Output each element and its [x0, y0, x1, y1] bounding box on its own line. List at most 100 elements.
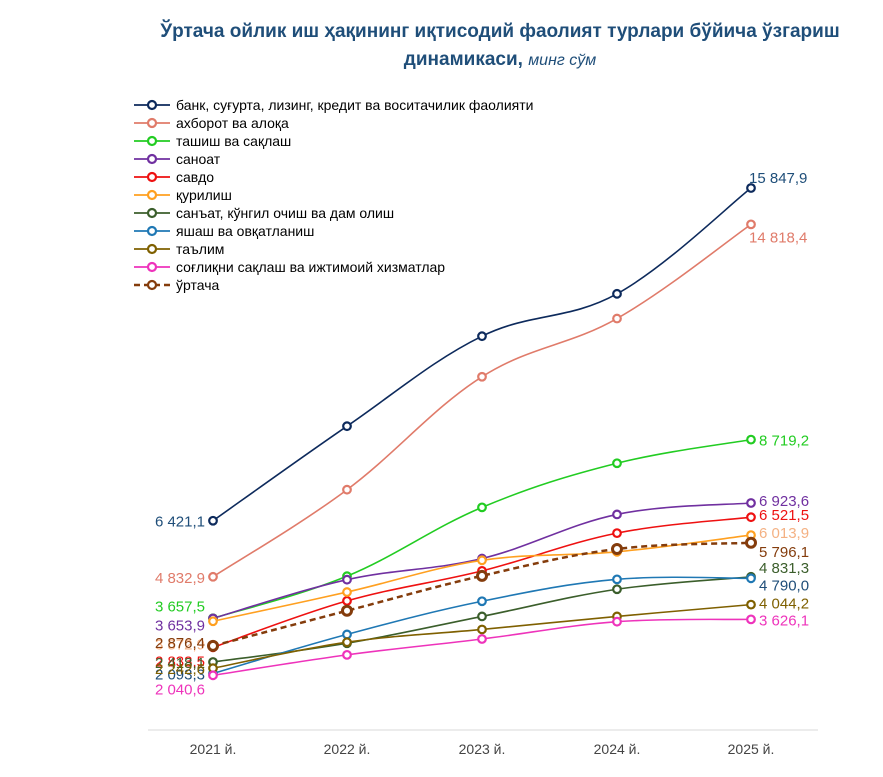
legend-label: қурилиш — [176, 187, 232, 203]
data-point-0-1 — [342, 421, 352, 432]
data-point-2-2 — [477, 502, 487, 513]
data-label-4-4: 6 521,5 — [759, 507, 809, 524]
legend-swatch — [134, 135, 170, 147]
data-point-9-1 — [342, 649, 352, 660]
series-markers — [207, 183, 757, 681]
data-point-9-0 — [208, 670, 218, 681]
legend-item: таълим — [132, 240, 533, 258]
data-label-2-4: 8 719,2 — [759, 433, 809, 450]
data-point-10-4 — [745, 536, 757, 549]
data-label-0-0: 6 421,1 — [155, 514, 205, 531]
data-point-7-3 — [612, 574, 622, 585]
data-point-7-4 — [746, 573, 756, 584]
data-point-6-3 — [612, 584, 622, 595]
data-point-2-4 — [746, 434, 756, 445]
legend-item: ўртача — [132, 276, 533, 294]
data-label-4-0: 2 833,5 — [155, 653, 205, 670]
data-point-3-1 — [342, 574, 352, 585]
x-axis-ticks: 2021 й. 2022 й. 2023 й. 2024 й. 2025 й. — [190, 741, 775, 757]
data-point-3-4 — [746, 498, 756, 508]
data-point-7-2 — [477, 596, 487, 607]
x-tick-label: 2021 й. — [190, 741, 237, 757]
data-label-6-0: 2 418,1 — [155, 655, 205, 672]
legend-swatch — [134, 207, 170, 219]
legend-label: таълим — [176, 241, 225, 257]
legend-swatch — [134, 153, 170, 165]
data-label-3-0: 3 653,9 — [155, 617, 205, 634]
data-label-10-4: 5 796,1 — [759, 544, 809, 561]
data-label-7-0: 2 093,3 — [155, 666, 205, 683]
data-point-0-4 — [746, 183, 756, 193]
data-label-0-4: 15 847,9 — [749, 170, 807, 187]
legend-label: ўртача — [176, 277, 220, 293]
data-point-4-3 — [612, 528, 622, 539]
legend-item: саноат — [132, 150, 533, 168]
data-point-9-4 — [746, 614, 756, 625]
legend-label: санъат, кўнгил очиш ва дам олиш — [176, 205, 395, 221]
data-point-1-3 — [612, 313, 622, 324]
legend-swatch — [134, 261, 170, 273]
legend-item: соғлиқни сақлаш ва ижтимоий хизматлар — [132, 258, 533, 276]
legend-swatch — [134, 279, 170, 291]
legend-item: савдо — [132, 168, 533, 186]
legend-label: ахборот ва алоқа — [176, 115, 289, 131]
data-label-2-0: 3 657,5 — [155, 598, 205, 615]
legend-swatch — [134, 171, 170, 183]
legend-swatch — [134, 243, 170, 255]
legend-item: ахборот ва алоқа — [132, 114, 533, 132]
data-label-8-4: 4 044,2 — [759, 596, 809, 613]
data-labels: 6 421,1 15 847,9 4 832,9 14 818,4 3 657,5 8 7… — [155, 170, 809, 698]
data-label-7-4: 4 790,0 — [759, 577, 809, 594]
data-label-3-4: 6 923,6 — [759, 493, 809, 510]
series-line-2 — [212, 438, 752, 620]
chart-title-line2: динамикаси, минг сўм — [403, 49, 597, 70]
data-point-3-3 — [612, 509, 622, 520]
data-point-9-3 — [612, 616, 622, 627]
data-point-8-4 — [746, 599, 756, 610]
x-tick-label: 2023 й. — [459, 741, 506, 757]
data-point-7-1 — [342, 629, 352, 640]
series-line-10 — [212, 541, 752, 648]
data-point-5-0 — [208, 616, 218, 627]
data-point-0-2 — [477, 331, 487, 342]
legend-swatch — [134, 189, 170, 201]
data-label-8-0: 2 242,6 — [155, 661, 205, 678]
data-label-5-0: 3 572,9 — [155, 636, 205, 653]
data-point-8-2 — [477, 624, 487, 635]
data-point-4-4 — [746, 512, 756, 523]
legend-item: банк, суғурта, лизинг, кредит ва воситач… — [132, 96, 533, 114]
legend-item: санъат, кўнгил очиш ва дам олиш — [132, 204, 533, 222]
chart-legend: банк, суғурта, лизинг, кредит ва воситач… — [132, 96, 533, 294]
data-point-10-0 — [207, 639, 219, 652]
legend-item: ташиш ва сақлаш — [132, 132, 533, 150]
data-label-5-4: 6 013,9 — [759, 525, 809, 542]
data-point-9-2 — [477, 634, 487, 644]
data-point-1-2 — [477, 371, 487, 382]
data-point-1-0 — [208, 571, 218, 582]
data-label-6-4: 4 831,3 — [759, 560, 809, 577]
data-point-5-1 — [342, 587, 352, 597]
chart-unit: минг сўм — [528, 52, 597, 69]
x-tick-label: 2025 й. — [728, 741, 775, 757]
data-point-6-2 — [477, 611, 487, 622]
chart-title-line2-text: динамикаси — [403, 49, 518, 70]
legend-swatch — [134, 117, 170, 129]
data-point-2-3 — [612, 458, 622, 469]
legend-label: банк, суғурта, лизинг, кредит ва воситач… — [176, 97, 534, 113]
data-label-10-0: 2 876,4 — [155, 635, 205, 652]
data-point-1-4 — [746, 219, 756, 230]
legend-label: яшаш ва овқатланиш — [176, 223, 315, 239]
data-point-5-2 — [477, 555, 487, 566]
x-tick-label: 2022 й. — [324, 741, 371, 757]
data-point-10-1 — [341, 604, 353, 617]
legend-item: яшаш ва овқатланиш — [132, 222, 533, 240]
legend-label: саноат — [176, 151, 221, 167]
chart-title: Ўртача ойлик иш ҳақининг иқтисодий фаоли… — [150, 18, 850, 75]
chart-title-line1: Ўртача ойлик иш ҳақининг иқтисодий фаоли… — [160, 21, 840, 42]
legend-label: соғлиқни сақлаш ва ижтимоий хизматлар — [176, 259, 446, 275]
data-label-9-4: 3 626,1 — [759, 612, 809, 629]
data-point-8-1 — [342, 637, 352, 648]
legend-label: савдо — [176, 169, 215, 185]
x-tick-label: 2024 й. — [594, 741, 641, 757]
